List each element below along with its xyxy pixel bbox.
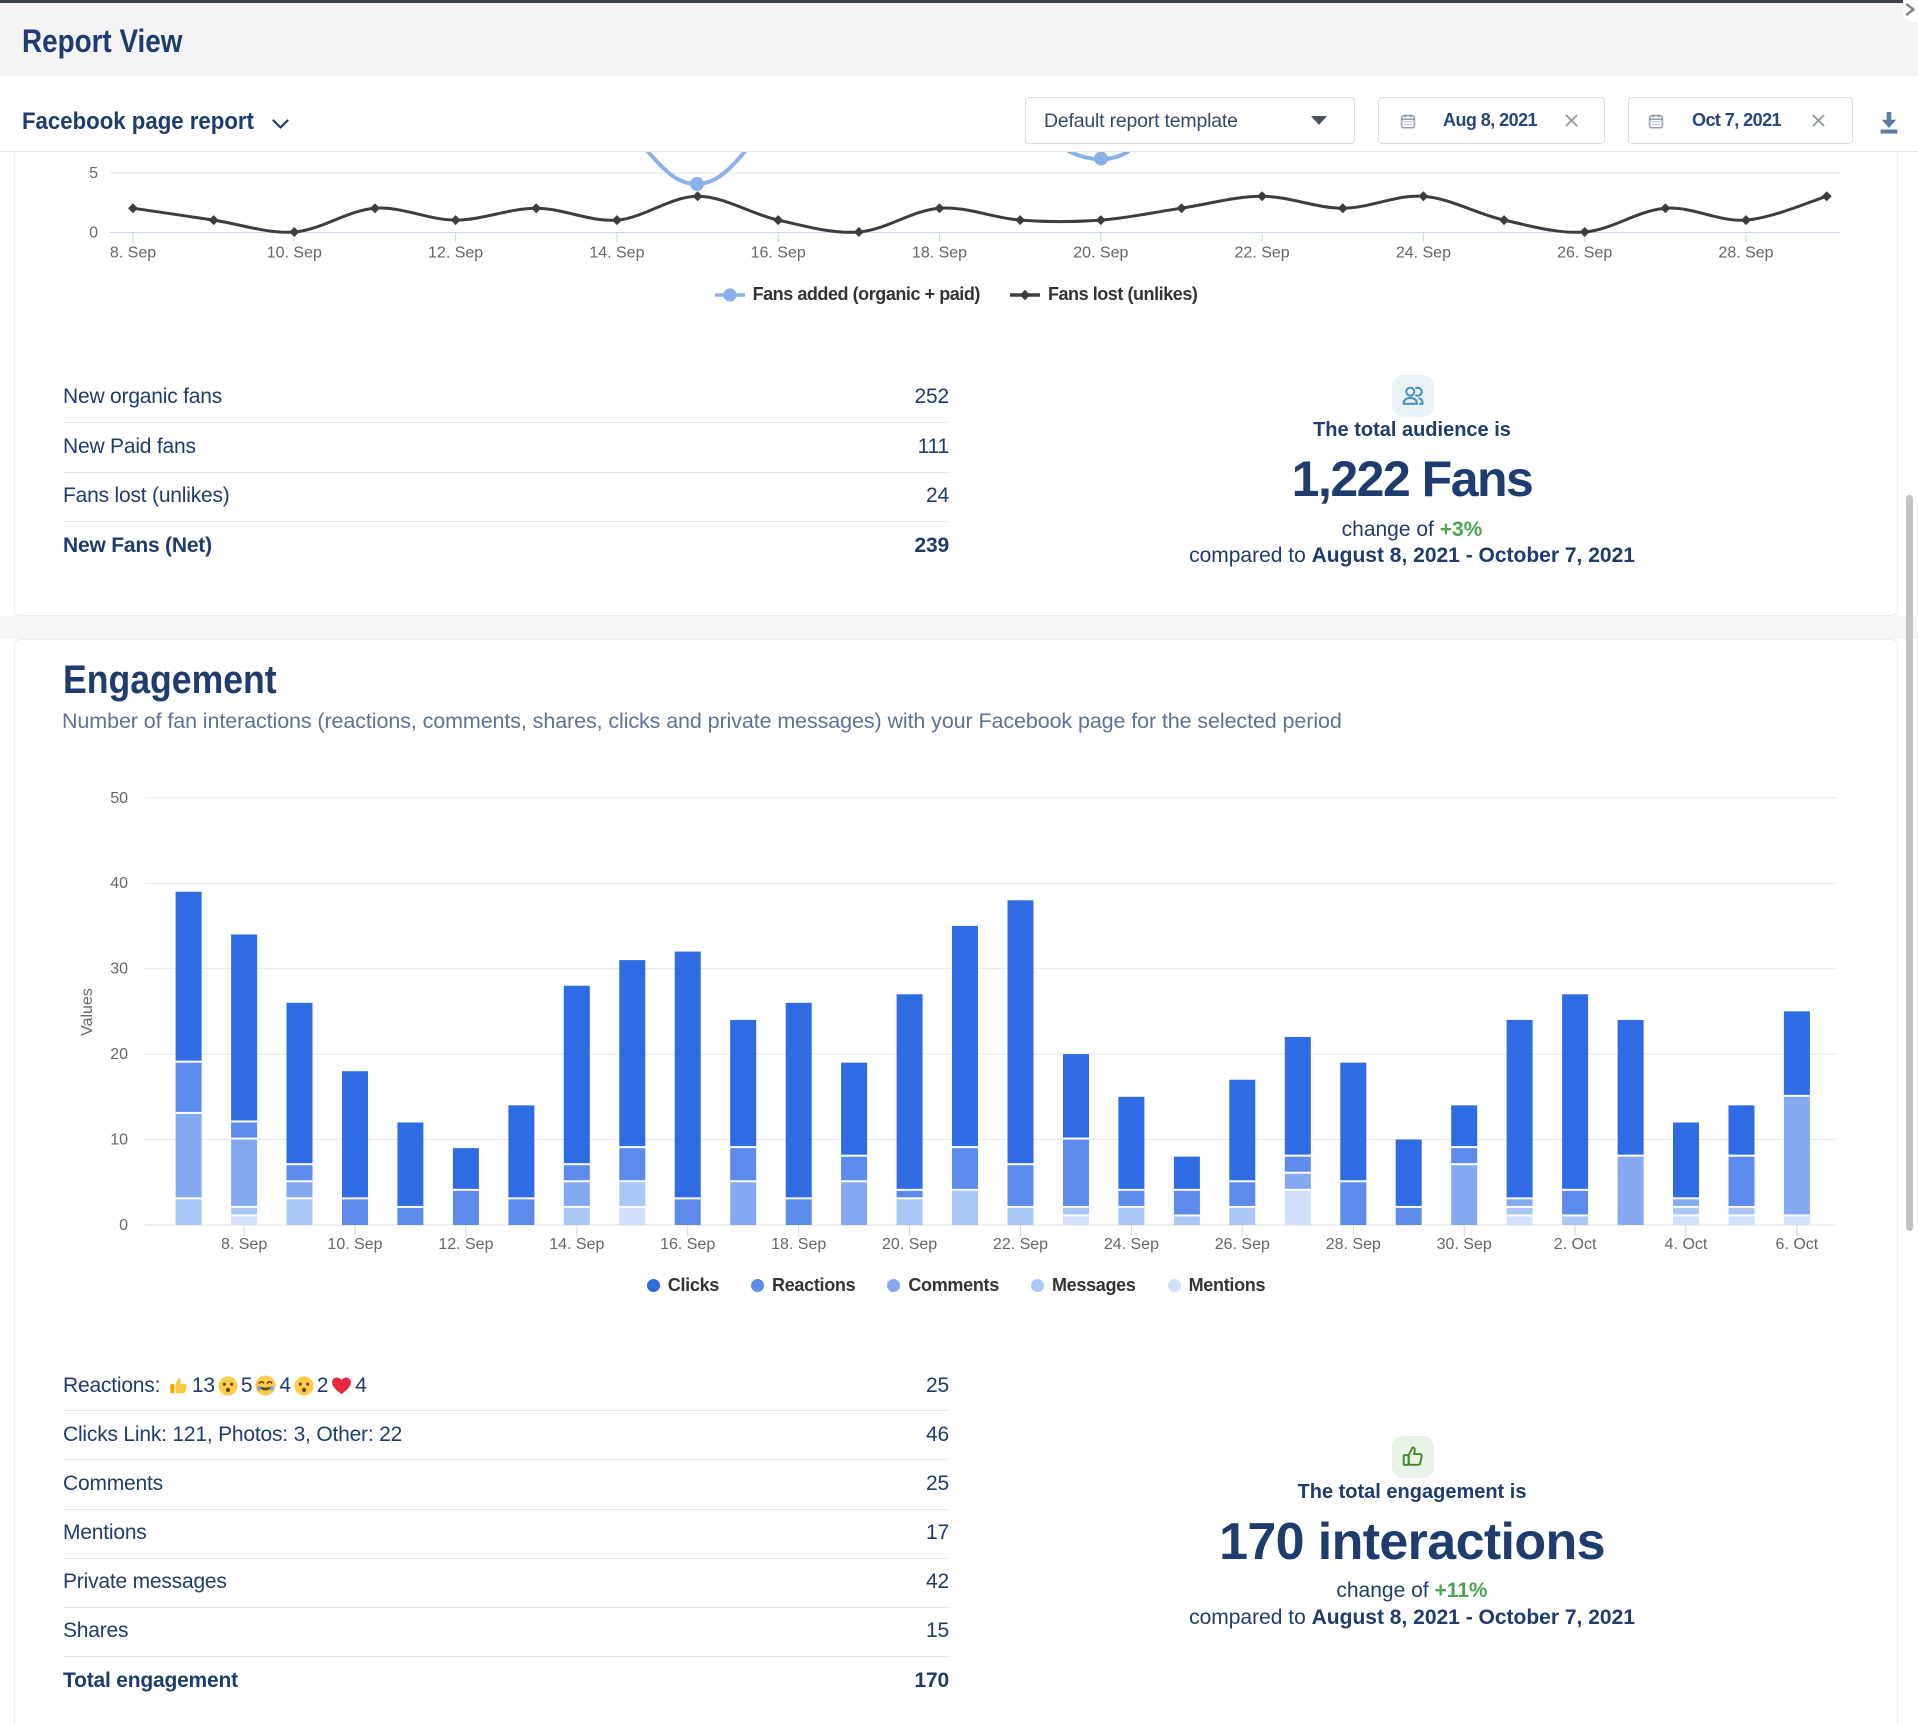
svg-text:10. Sep: 10. Sep (267, 245, 322, 262)
svg-text:28. Sep: 28. Sep (1718, 245, 1773, 262)
svg-text:Values: Values (79, 988, 96, 1036)
svg-text:12. Sep: 12. Sep (428, 245, 483, 262)
svg-text:16. Sep: 16. Sep (660, 1236, 715, 1253)
svg-text:18. Sep: 18. Sep (912, 245, 967, 262)
svg-text:28. Sep: 28. Sep (1326, 1236, 1381, 1253)
svg-text:30: 30 (110, 961, 128, 978)
svg-text:12. Sep: 12. Sep (438, 1236, 493, 1253)
svg-text:20. Sep: 20. Sep (1073, 245, 1128, 262)
svg-text:8. Sep: 8. Sep (221, 1236, 267, 1253)
svg-text:10: 10 (110, 1132, 128, 1149)
svg-text:0: 0 (89, 225, 98, 242)
svg-text:18. Sep: 18. Sep (771, 1236, 826, 1253)
svg-text:22. Sep: 22. Sep (1235, 245, 1290, 262)
svg-text:26. Sep: 26. Sep (1215, 1236, 1270, 1253)
svg-text:20: 20 (110, 1046, 128, 1063)
svg-text:14. Sep: 14. Sep (549, 1236, 604, 1253)
svg-text:26. Sep: 26. Sep (1557, 245, 1612, 262)
svg-text:6. Oct: 6. Oct (1776, 1236, 1819, 1253)
svg-text:5: 5 (89, 165, 98, 182)
svg-text:40: 40 (110, 875, 128, 892)
svg-text:30. Sep: 30. Sep (1437, 1236, 1492, 1253)
svg-text:22. Sep: 22. Sep (993, 1236, 1048, 1253)
svg-text:4. Oct: 4. Oct (1665, 1236, 1708, 1253)
svg-text:10. Sep: 10. Sep (327, 1236, 382, 1253)
svg-text:0: 0 (119, 1217, 128, 1234)
svg-text:20. Sep: 20. Sep (882, 1236, 937, 1253)
svg-text:24. Sep: 24. Sep (1396, 245, 1451, 262)
svg-text:14. Sep: 14. Sep (589, 245, 644, 262)
svg-text:8. Sep: 8. Sep (110, 245, 156, 262)
svg-text:50: 50 (110, 790, 128, 807)
svg-text:24. Sep: 24. Sep (1104, 1236, 1159, 1253)
svg-text:2. Oct: 2. Oct (1554, 1236, 1597, 1253)
svg-text:16. Sep: 16. Sep (751, 245, 806, 262)
